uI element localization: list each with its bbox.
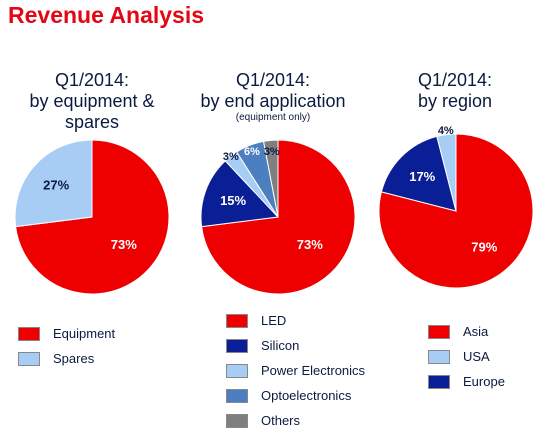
legend-item: Asia [428,319,505,344]
legend-swatch [226,388,248,403]
slice-value-label: 3% [264,146,280,158]
slice-value-label: 3% [223,151,239,163]
legend-item: Equipment [18,321,115,346]
legend-item: Europe [428,369,505,394]
legend-item: Power Electronics [226,358,365,383]
legend-item: LED [226,308,365,333]
legend-item: Others [226,408,365,433]
legend-swatch [18,351,40,366]
legend-equipment: Equipment Spares [18,321,115,371]
slice-value-label: 79% [471,240,497,255]
slice-value-label: 4% [438,125,454,137]
chart-title: Q1/2014: [235,70,311,90]
legend-item: USA [428,344,505,369]
legend-swatch [428,374,450,389]
chart-subtitle: by region [417,91,493,111]
chart-header-equipment: Q1/2014: by equipment & spares [2,70,182,133]
legend-swatch [226,313,248,328]
slice-value-label: 17% [409,169,435,184]
pie-slice-others [262,139,279,218]
chart-header-region: Q1/2014: by region [365,70,542,112]
pie-slice-spares [14,139,93,228]
chart-title: Q1/2014: [54,70,130,90]
legend-item: Silicon [226,333,365,358]
legend-item: Optoelectronics [226,383,365,408]
slice-value-label: 6% [244,146,260,158]
chart-subtitle: by equipment & spares [29,91,155,132]
chart-subtitle: by end application [200,91,346,111]
legend-swatch [226,363,248,378]
legend-label: Power Electronics [261,363,366,378]
pie-slice-silicon [200,160,280,228]
pie-slice-usa [436,133,457,212]
slice-value-label: 73% [297,237,323,252]
page-title: Revenue Analysis [8,2,205,28]
legend-application: LED Silicon Power Electronics Optoelectroni… [226,308,365,433]
chart-note: (equipment only) [235,112,311,123]
slice-value-label: 73% [111,237,137,252]
legend-label: LED [261,313,287,328]
legend-label: Spares [53,351,95,366]
slice-value-label: 27% [43,177,69,192]
legend-label: Equipment [53,326,116,341]
legend-swatch [18,326,40,341]
pie-slice-europe [380,135,457,212]
legend-label: Europe [463,374,505,389]
legend-item: Spares [18,346,115,371]
legend-swatch [428,349,450,364]
chart-header-application: Q1/2014: by end application (equipment o… [183,70,363,124]
legend-label: Asia [463,324,489,339]
legend-swatch [226,338,248,353]
legend-region: Asia USA Europe [428,319,505,394]
legend-label: Silicon [261,338,300,353]
slice-value-label: 15% [220,193,246,208]
legend-label: USA [463,349,490,364]
legend-swatch [428,324,450,339]
legend-label: Optoelectronics [261,388,352,403]
legend-swatch [226,413,248,428]
legend-label: Others [261,413,301,428]
chart-title: Q1/2014: [417,70,493,90]
